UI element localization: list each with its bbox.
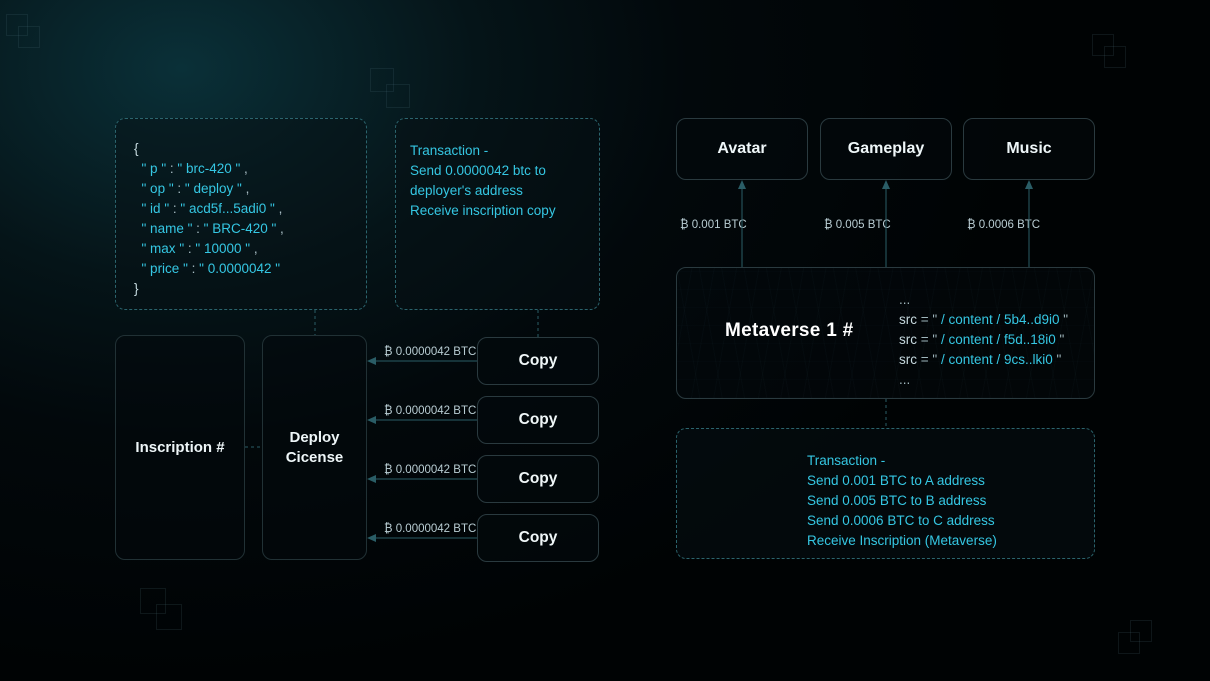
asset-label: Avatar [717,140,766,158]
json-row: " id " : " acd5f...5adi0 " , [134,199,348,219]
asset-label: Music [1006,140,1051,158]
bg-deco [1118,632,1140,654]
asset-box-gameplay: Gameplay [820,118,952,180]
json-row: " price " : " 0.0000042 " [134,259,348,279]
inscription-box: Inscription # [115,335,245,560]
btc-amount-label: ₿ 0.0000042 BTC [384,346,476,358]
copy-label: Copy [519,411,558,429]
deploy-license-box: DeployCicense [262,335,367,560]
inscription-label: Inscription # [135,439,224,456]
json-open-brace: { [134,139,348,159]
bg-deco [1104,46,1126,68]
asset-label: Gameplay [848,140,924,158]
btc-amount-label: ₿ 0.0000042 BTC [384,523,476,535]
tx-header: Transaction - [807,451,1074,471]
copy-label: Copy [519,352,558,370]
metaverse-title: Metaverse 1 # [725,320,854,342]
json-row: " p " : " brc-420 " , [134,159,348,179]
ellipsis: ... [899,370,1068,390]
btc-amount-label: ₿ 0.0000042 BTC [384,464,476,476]
metaverse-box: Metaverse 1 # ... src = " / content / 5b… [676,267,1095,399]
tx-line: Send 0.0000042 btc to deployer's address [410,161,585,201]
src-row: src = " / content / 5b4..d9i0 " [899,310,1068,330]
json-row: " name " : " BRC-420 " , [134,219,348,239]
btc-amount-label: ₿ 0.001 BTC [680,219,747,231]
src-row: src = " / content / 9cs..lki0 " [899,350,1068,370]
btc-amount-label: ₿ 0.0000042 BTC [384,405,476,417]
bg-deco [18,26,40,48]
transaction-left-box: Transaction - Send 0.0000042 btc to depl… [395,118,600,310]
bg-deco [156,604,182,630]
bg-deco [370,68,394,92]
copy-box: Copy [477,337,599,385]
json-close-brace: } [134,279,348,299]
json-row: " op " : " deploy " , [134,179,348,199]
copy-box: Copy [477,514,599,562]
asset-box-avatar: Avatar [676,118,808,180]
tx-line: Send 0.0006 BTC to C address [807,511,1074,531]
btc-amount-label: ₿ 0.0006 BTC [967,219,1040,231]
copy-label: Copy [519,529,558,547]
src-row: src = " / content / f5d..18i0 " [899,330,1068,350]
json-definition-box: { " p " : " brc-420 " , " op " : " deplo… [115,118,367,310]
ellipsis: ... [899,290,1068,310]
metaverse-src-list: ... src = " / content / 5b4..d9i0 " src … [899,290,1068,390]
tx-line: Send 0.001 BTC to A address [807,471,1074,491]
deploy-label: DeployCicense [286,428,344,468]
copy-box: Copy [477,455,599,503]
json-row: " max " : " 10000 " , [134,239,348,259]
transaction-right-box: Transaction - Send 0.001 BTC to A addres… [676,428,1095,559]
btc-amount-label: ₿ 0.005 BTC [824,219,891,231]
tx-line: Receive inscription copy [410,201,585,221]
tx-header: Transaction - [410,141,585,161]
asset-box-music: Music [963,118,1095,180]
tx-line: Send 0.005 BTC to B address [807,491,1074,511]
copy-box: Copy [477,396,599,444]
tx-line: Receive Inscription (Metaverse) [807,531,1074,551]
copy-label: Copy [519,470,558,488]
